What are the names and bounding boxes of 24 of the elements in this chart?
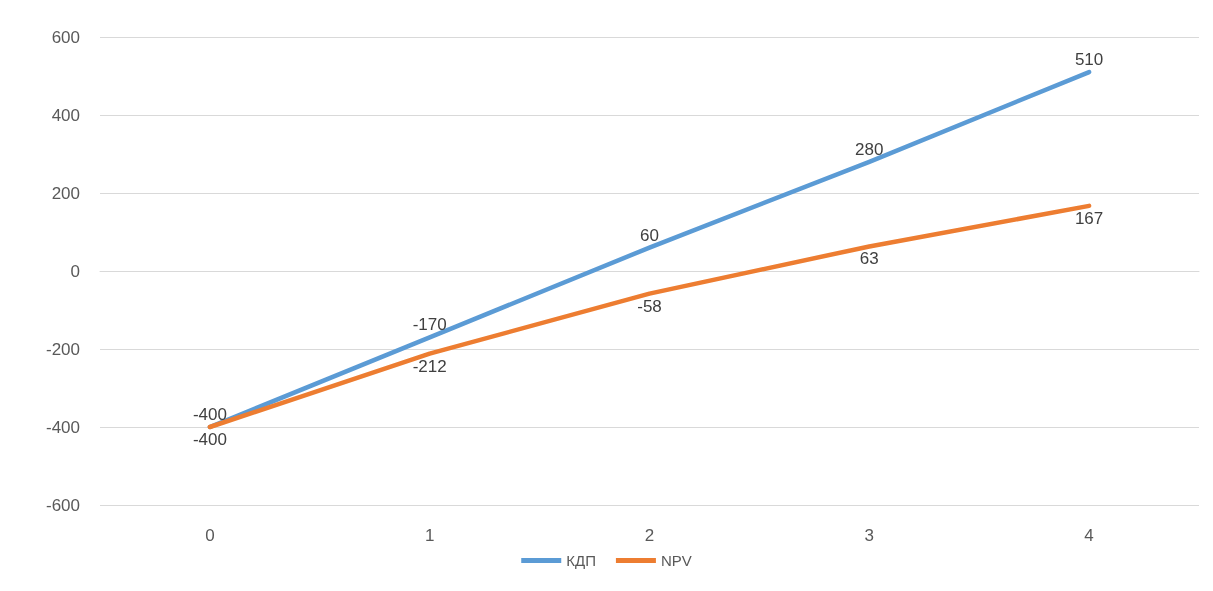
data-label: -212	[412, 356, 447, 376]
data-label: -170	[412, 315, 447, 335]
y-tick-label: 200	[51, 183, 80, 203]
x-tick-label: 4	[1084, 526, 1094, 545]
data-label: 280	[855, 139, 884, 159]
data-label: 63	[859, 249, 879, 269]
data-label: 167	[1074, 208, 1104, 228]
data-label: -58	[637, 296, 662, 316]
x-tick-label: 0	[205, 526, 215, 545]
legend-label: КДП	[566, 552, 596, 569]
y-tick-label: 0	[70, 261, 80, 281]
data-label: 60	[640, 225, 659, 245]
data-label: -400	[192, 430, 227, 449]
x-tick-label: 1	[424, 526, 435, 545]
x-tick-label: 2	[644, 526, 655, 545]
x-tick-label: 3	[864, 526, 875, 545]
data-label: 510	[1074, 50, 1104, 70]
y-tick-label: 600	[51, 27, 80, 47]
legend-label: NPV	[660, 552, 692, 569]
y-tick-label: -600	[45, 495, 80, 515]
y-tick-label: -200	[45, 339, 80, 359]
data-label: -400	[192, 405, 227, 424]
y-tick-label: -400	[45, 417, 80, 437]
y-tick-label: 400	[51, 105, 80, 125]
